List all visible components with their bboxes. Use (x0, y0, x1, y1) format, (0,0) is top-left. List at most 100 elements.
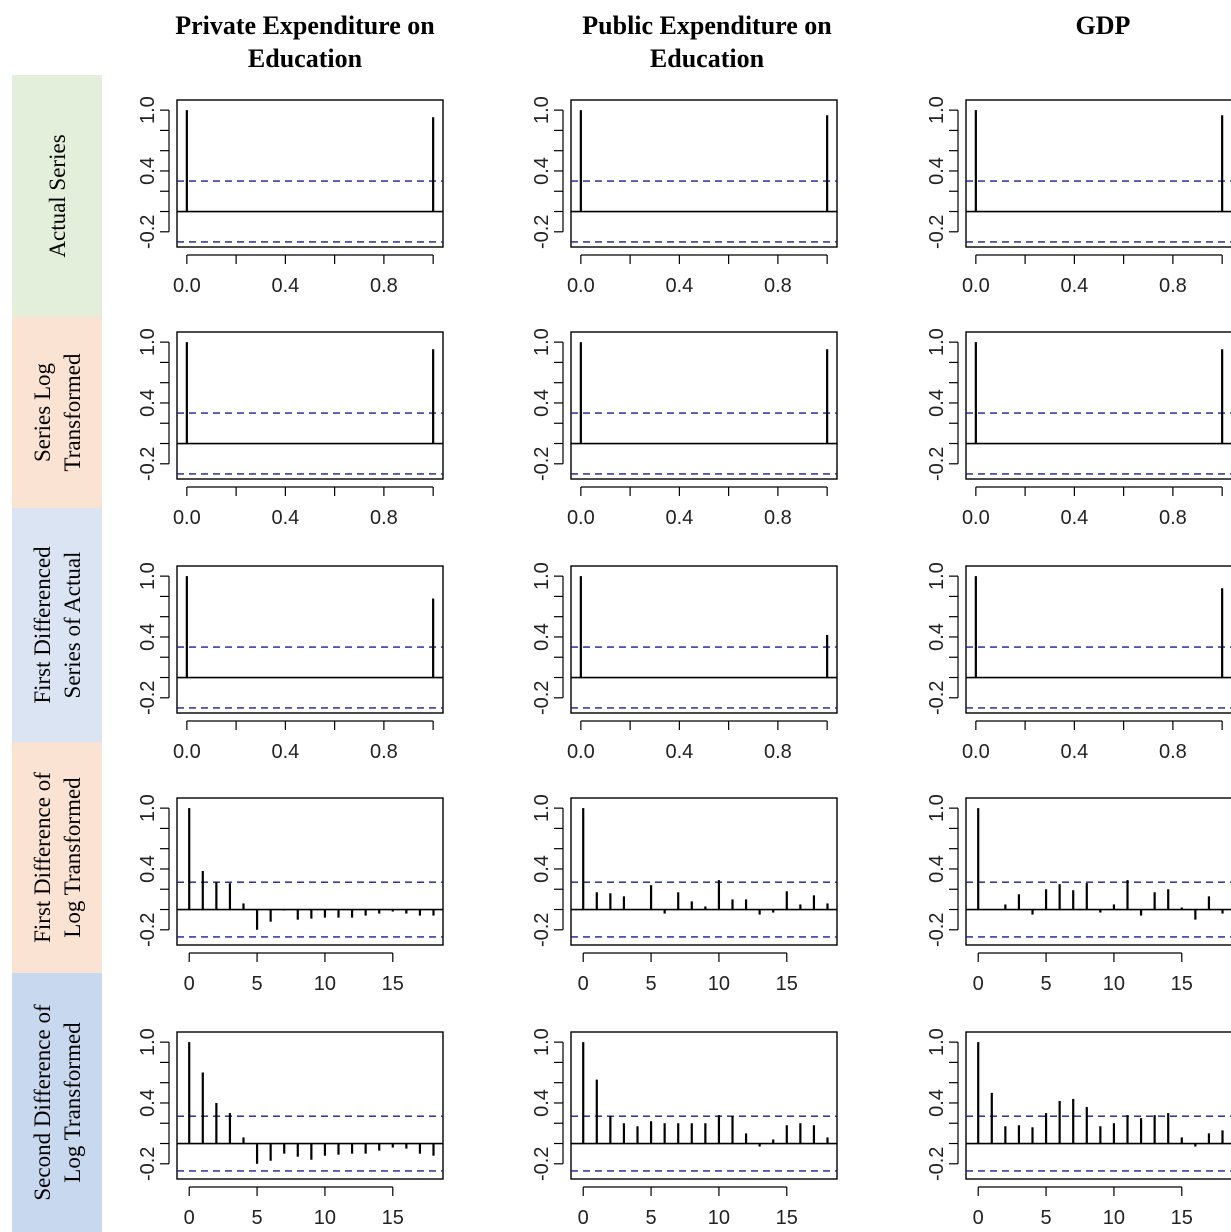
y-tick-label: 1.0 (137, 1028, 159, 1056)
x-tick-label: 0.4 (665, 275, 693, 297)
y-tick-label: 1.0 (137, 562, 159, 590)
row-label-line: Log Transformed (60, 1022, 85, 1183)
row-label-line: Second Difference of (30, 1004, 55, 1201)
row-label-line: Series Log (30, 363, 55, 463)
column-title-line: Private Expenditure on (175, 11, 435, 40)
x-tick-label: 0.4 (665, 741, 693, 763)
acf-panel-r4-c1: -0.2 0.4 1.0 0 5 10 15 (531, 1028, 838, 1229)
acf-panel-r3-c0: -0.2 0.4 1.0 0 5 10 15 (137, 794, 444, 995)
x-tick-label: 0.8 (764, 741, 792, 763)
acf-panel-r1-c2: -0.2 0.4 1.0 0.0 0.4 0.8 (926, 328, 1231, 529)
y-tick-label: -0.2 (926, 215, 948, 249)
y-tick-label: 1.0 (926, 328, 948, 356)
row-label-2: First Differenced Series of Actual (30, 546, 85, 704)
y-tick-label: 1.0 (137, 96, 159, 124)
column-title-line: Education (650, 44, 765, 73)
y-tick-label: -0.2 (137, 913, 159, 947)
y-tick-label: -0.2 (531, 913, 553, 947)
y-tick-label: 0.4 (137, 389, 159, 417)
y-tick-label: 0.4 (531, 623, 553, 651)
x-tick-label: 0.4 (1060, 741, 1088, 763)
y-tick-label: 0.4 (137, 855, 159, 883)
x-tick-label: 0.8 (1159, 507, 1187, 529)
y-tick-label: 1.0 (531, 562, 553, 590)
row-label-line: Transformed (60, 353, 85, 471)
y-tick-label: 0.4 (137, 157, 159, 185)
plot-frame (965, 797, 1231, 946)
x-tick-label: 0.0 (567, 275, 595, 297)
y-tick-label: 1.0 (531, 794, 553, 822)
row-label-4: Second Difference of Log Transformed (30, 1004, 85, 1201)
y-tick-label: 1.0 (926, 96, 948, 124)
x-tick-label: 10 (1103, 973, 1125, 995)
x-tick-label: 0.8 (1159, 741, 1187, 763)
row-label-1: Series Log Transformed (30, 353, 85, 471)
y-tick-label: 0.4 (531, 1089, 553, 1117)
y-tick-label: -0.2 (137, 681, 159, 715)
row-label-line: Actual Series (45, 134, 70, 257)
x-tick-label: 0.8 (1159, 275, 1187, 297)
plot-frame (965, 331, 1231, 480)
row-band-2 (12, 508, 102, 742)
acf-panel-r2-c2: -0.2 0.4 1.0 0.0 0.4 0.8 (926, 562, 1231, 763)
y-tick-label: 1.0 (531, 328, 553, 356)
y-tick-label: -0.2 (531, 681, 553, 715)
acf-panel-r1-c0: -0.2 0.4 1.0 0.0 0.4 0.8 (137, 328, 444, 529)
x-tick-label: 0 (184, 1207, 195, 1229)
plot-frame (176, 797, 444, 946)
y-tick-label: -0.2 (926, 447, 948, 481)
column-title-line: GDP (1076, 11, 1131, 40)
x-tick-label: 0.4 (1060, 275, 1088, 297)
plot-frame (570, 797, 838, 946)
y-tick-label: 0.4 (531, 389, 553, 417)
row-label-bands: Actual Series Series Log Transformed First … (12, 75, 102, 1232)
acf-panel-r0-c0: -0.2 0.4 1.0 0.0 0.4 0.8 (137, 96, 444, 297)
y-tick-label: 1.0 (926, 794, 948, 822)
plot-frame (965, 99, 1231, 248)
plot-frame (570, 565, 838, 714)
row-label-line: Series of Actual (60, 552, 85, 699)
x-tick-label: 5 (252, 973, 263, 995)
x-tick-label: 10 (708, 973, 730, 995)
y-tick-label: -0.2 (926, 681, 948, 715)
row-band-4 (12, 973, 102, 1232)
x-tick-label: 0.0 (962, 507, 990, 529)
x-tick-label: 0 (184, 973, 195, 995)
x-tick-label: 10 (314, 1207, 336, 1229)
acf-panel-r0-c1: -0.2 0.4 1.0 0.0 0.4 0.8 (531, 96, 838, 297)
x-tick-label: 0.8 (370, 741, 398, 763)
x-tick-label: 5 (646, 1207, 657, 1229)
column-title-line: Public Expenditure on (582, 11, 832, 40)
y-tick-label: -0.2 (926, 1147, 948, 1181)
plot-frame (570, 1031, 838, 1180)
plot-frame (176, 1031, 444, 1180)
column-title-line: Education (248, 44, 363, 73)
y-tick-label: -0.2 (137, 447, 159, 481)
row-label-0: Actual Series (45, 134, 70, 257)
x-tick-label: 0.0 (962, 741, 990, 763)
acf-panel-r1-c1: -0.2 0.4 1.0 0.0 0.4 0.8 (531, 328, 838, 529)
x-tick-label: 0.4 (271, 741, 299, 763)
y-tick-label: -0.2 (531, 215, 553, 249)
x-tick-label: 0.4 (665, 507, 693, 529)
plot-frame (570, 99, 838, 248)
y-tick-label: 0.4 (926, 1089, 948, 1117)
plot-frame (965, 1031, 1231, 1180)
acf-panel-r2-c1: -0.2 0.4 1.0 0.0 0.4 0.8 (531, 562, 838, 763)
acf-panel-r3-c2: -0.2 0.4 1.0 0 5 10 15 (926, 794, 1231, 995)
y-tick-label: 1.0 (531, 96, 553, 124)
plot-frame (176, 99, 444, 248)
acf-panels: -0.20.41.00.0 0.4 0.8-0.20.41.00.0 0.4 0.8-0… (137, 96, 1231, 1229)
x-tick-label: 0.0 (567, 741, 595, 763)
y-tick-label: -0.2 (137, 215, 159, 249)
x-tick-label: 0 (973, 1207, 984, 1229)
x-tick-label: 0.4 (271, 507, 299, 529)
x-tick-label: 0 (973, 973, 984, 995)
row-label-line: First Difference of (30, 772, 55, 943)
x-tick-label: 0.8 (764, 507, 792, 529)
x-tick-label: 5 (646, 973, 657, 995)
y-tick-label: 1.0 (137, 328, 159, 356)
y-tick-label: 0.4 (926, 389, 948, 417)
x-tick-label: 0.0 (567, 507, 595, 529)
